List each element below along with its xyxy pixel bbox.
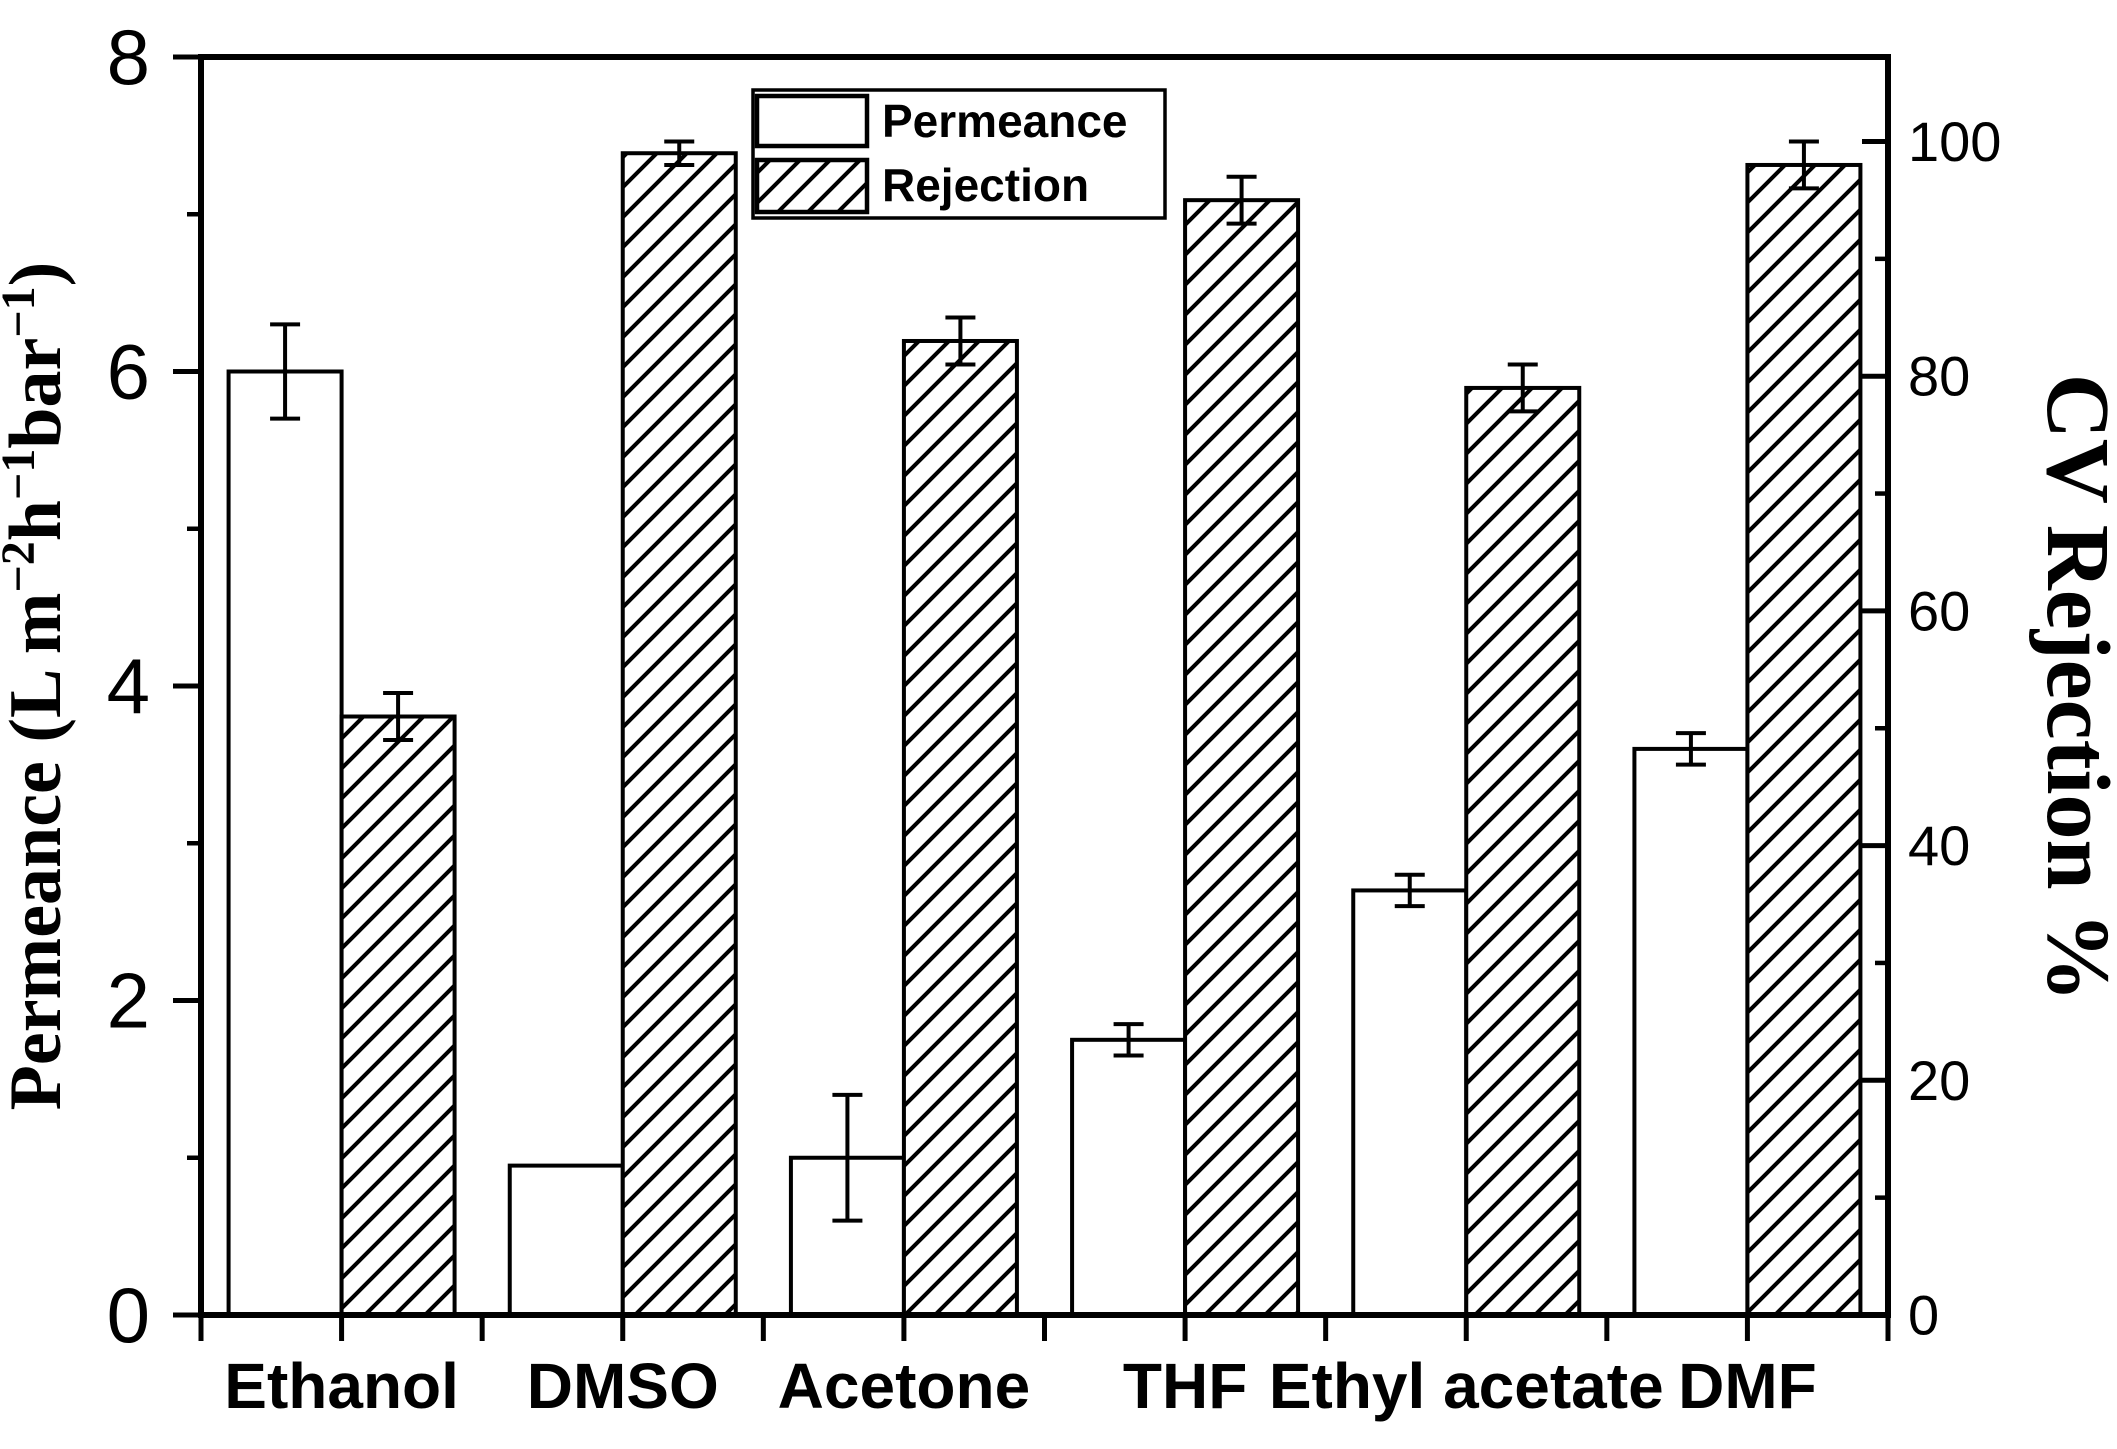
left-tick-label-6: 6 — [107, 328, 150, 416]
x-axis-label-dmso: DMSO — [527, 1350, 719, 1422]
x-axis-label-thf: THF — [1123, 1350, 1247, 1422]
x-axis-label-dmf: DMF — [1678, 1350, 1817, 1422]
legend-label-permeance: Permeance — [882, 95, 1128, 147]
left-tick-label-2: 2 — [107, 957, 150, 1045]
bar-permeance-dmf — [1632, 746, 1750, 1317]
y-axis-title-left: Permeance (L m−2h−1bar−1) — [0, 262, 77, 1111]
y-axis-title-right: CV Rejection % — [2028, 374, 2117, 1002]
right-tick-label-100: 100 — [1908, 110, 2001, 173]
right-tick-label-60: 60 — [1908, 579, 1970, 642]
bars-layer — [226, 151, 1863, 1318]
bar-rejection-acetone — [901, 338, 1019, 1317]
bar-rejection-ethyl-acetate — [1464, 385, 1582, 1318]
bar-permeance-ethanol — [226, 369, 344, 1317]
legend-swatch-rejection — [754, 157, 870, 215]
left-tick-label-0: 0 — [107, 1271, 150, 1359]
bar-rejection-dmf — [1745, 162, 1863, 1318]
bar-permeance-dmso — [507, 1163, 625, 1318]
legend-label-rejection: Rejection — [882, 159, 1089, 211]
bar-rejection-thf — [1183, 198, 1301, 1317]
left-tick-label-8: 8 — [107, 13, 150, 101]
tick-labels-layer: Ethanol DMSO Acetone THF Ethyl acetate DMF 0 2 4… — [107, 13, 2002, 1422]
ticks-layer — [173, 54, 1891, 1341]
legend: Permeance Rejection — [751, 88, 1167, 220]
x-axis-label-acetone: Acetone — [778, 1350, 1031, 1422]
bar-permeance-thf — [1070, 1037, 1188, 1317]
x-axis-label-ethanol: Ethanol — [224, 1350, 459, 1422]
right-tick-label-20: 20 — [1908, 1049, 1970, 1112]
left-tick-label-4: 4 — [107, 642, 150, 730]
right-tick-label-40: 40 — [1908, 814, 1970, 877]
bar-rejection-dmso — [620, 151, 738, 1317]
bar-permeance-ethyl-acetate — [1351, 888, 1469, 1317]
right-tick-label-80: 80 — [1908, 345, 1970, 408]
y-axis-title-left-text: Permeance (L m−2h−1bar−1) — [0, 262, 77, 1111]
error-bars-layer — [270, 139, 1819, 1223]
bar-rejection-ethanol — [339, 714, 457, 1317]
x-axis-label-ethyl-acetate: Ethyl acetate — [1269, 1350, 1664, 1422]
right-tick-label-0: 0 — [1908, 1284, 1939, 1347]
legend-swatch-permeance — [754, 93, 870, 149]
